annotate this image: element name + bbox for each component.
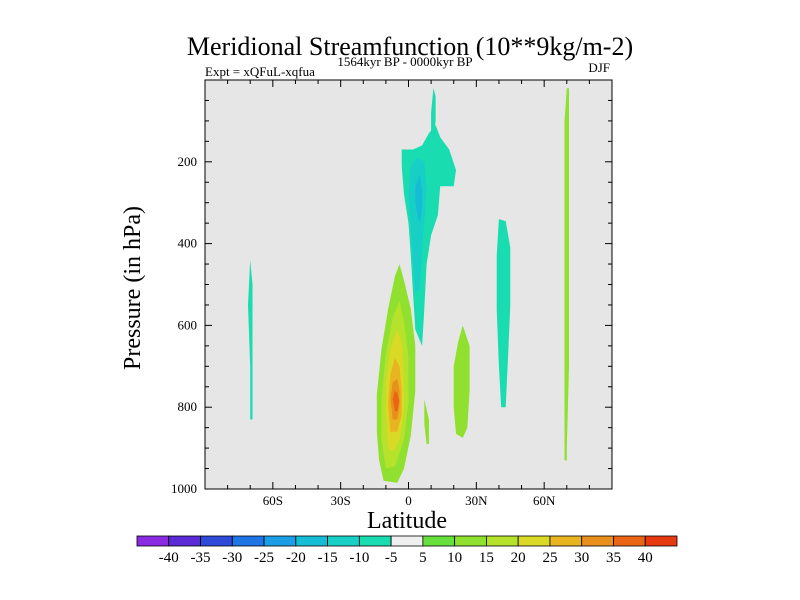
chart-subtitle-center: 1564kyr BP - 0000kyr BP bbox=[337, 54, 472, 69]
colorbar-label: 30 bbox=[574, 550, 589, 566]
x-tick-label: 60N bbox=[533, 493, 556, 508]
negative-cell-upper-level--5 bbox=[248, 260, 253, 420]
negative-cell-upper-level--5 bbox=[496, 219, 511, 408]
colorbar-label: -5 bbox=[385, 550, 398, 566]
colorbar-swatch bbox=[231, 535, 265, 547]
colorbar-label: 25 bbox=[542, 550, 557, 566]
x-tick-label: 30N bbox=[465, 493, 488, 508]
colorbar-swatch bbox=[200, 535, 233, 547]
negative-cell-upper-level--5 bbox=[431, 88, 436, 142]
colorbar-label: -25 bbox=[254, 550, 274, 566]
colorbar-swatch bbox=[168, 535, 201, 547]
y-tick-label: 600 bbox=[178, 317, 198, 332]
y-tick-label: 800 bbox=[178, 399, 198, 414]
x-axis-title: Latitude bbox=[367, 508, 447, 534]
colorbar-swatch bbox=[295, 535, 328, 547]
chart-subtitle-left: Expt = xQFuL-xqfua bbox=[205, 64, 315, 79]
colorbar-label: 15 bbox=[479, 550, 494, 566]
positive-cell-nh-level-10 bbox=[424, 399, 429, 444]
positive-cell-nh-level-10 bbox=[453, 325, 470, 438]
colorbar-label: -30 bbox=[222, 550, 242, 566]
x-tick-label: 30S bbox=[331, 493, 351, 508]
colorbar-label: -10 bbox=[349, 550, 369, 566]
colorbar-swatch bbox=[327, 535, 360, 547]
x-tick-label: 60S bbox=[263, 493, 283, 508]
negative-cell-upper-level--15 bbox=[415, 174, 423, 224]
y-tick-label: 400 bbox=[178, 236, 198, 251]
colorbar-swatch bbox=[517, 535, 551, 547]
colorbar-swatch bbox=[454, 535, 487, 547]
colorbar-label: 20 bbox=[511, 550, 526, 566]
y-axis-title: Pressure (in hPa) bbox=[120, 206, 146, 370]
colorbar-swatch bbox=[136, 535, 170, 547]
colorbar-swatch bbox=[358, 535, 392, 547]
colorbar-swatch bbox=[549, 535, 583, 547]
x-tick-label: 0 bbox=[405, 493, 412, 508]
colorbar-swatch bbox=[422, 535, 456, 547]
colorbar-swatch bbox=[263, 535, 297, 547]
colorbar-swatch bbox=[486, 535, 519, 547]
colorbar-label: -35 bbox=[191, 550, 211, 566]
colorbar: -40 -35 -30 -25 -20 -15 -10 -5 5 10 15 20 25 30 35 40 bbox=[136, 535, 678, 566]
colorbar-label: -15 bbox=[318, 550, 338, 566]
colorbar-label: 40 bbox=[638, 550, 653, 566]
colorbar-label: 35 bbox=[606, 550, 621, 566]
chart-title: Meridional Streamfunction (10**9kg/m-2) bbox=[187, 32, 633, 61]
colorbar-label: -40 bbox=[159, 550, 179, 566]
colorbar-label: 10 bbox=[447, 550, 462, 566]
colorbar-label: 5 bbox=[419, 550, 427, 566]
chart-subtitle-right: DJF bbox=[588, 60, 610, 75]
colorbar-swatch bbox=[390, 535, 424, 547]
colorbar-label: -20 bbox=[286, 550, 306, 566]
colorbar-swatch bbox=[644, 535, 678, 547]
contour-regions bbox=[248, 88, 569, 483]
positive-cell-nh-level-10 bbox=[564, 88, 569, 461]
positive-cell-eq-lower-level-35 bbox=[392, 390, 400, 412]
y-tick-label: 1000 bbox=[171, 481, 197, 496]
y-tick-label: 200 bbox=[178, 154, 198, 169]
y-axis: 200 400 600 800 1000 bbox=[171, 99, 612, 496]
x-axis: 60S 30S 0 30N 60N bbox=[204, 80, 613, 508]
colorbar-swatch bbox=[613, 535, 646, 547]
colorbar-swatch bbox=[581, 535, 614, 547]
